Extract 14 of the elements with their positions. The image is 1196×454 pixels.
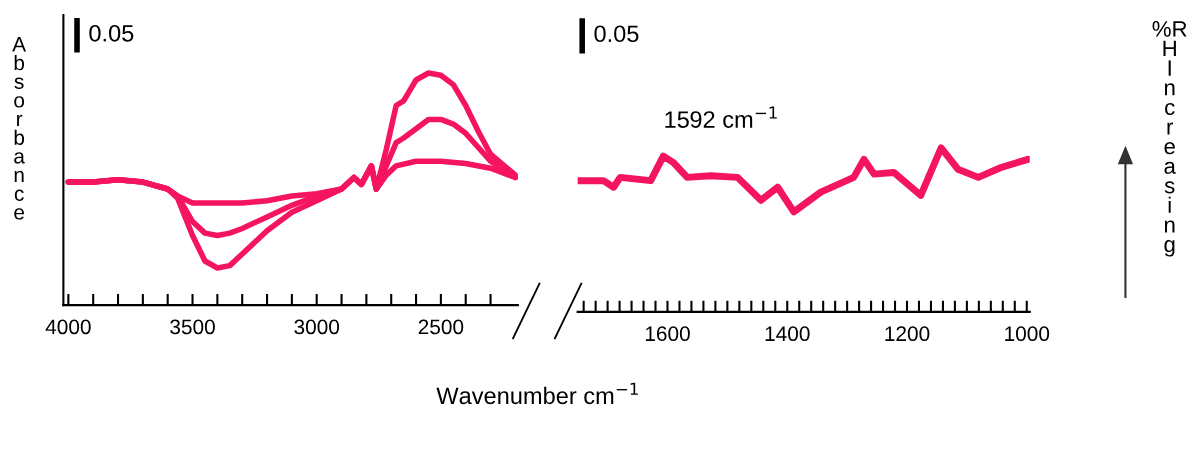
text: 0.05 xyxy=(594,25,639,43)
x-tick-label: 3000 xyxy=(294,319,340,335)
text: Absorbance xyxy=(12,37,27,220)
x-tick-label: 1400 xyxy=(765,326,810,342)
x-tick-label: 1200 xyxy=(885,326,930,342)
text: 0.05 xyxy=(89,24,134,42)
x-tick-label: 4000 xyxy=(45,319,91,335)
x-tick-label: 1000 xyxy=(1005,326,1050,342)
x-tick-label: 2500 xyxy=(418,319,464,335)
text: 1592 cm$^{−1}$ xyxy=(665,106,777,128)
x-tick-label: 3500 xyxy=(170,319,215,335)
text: %RH Increasing xyxy=(1152,21,1187,257)
x-axis-title: Wavenumber cm$^{−1}$ xyxy=(436,382,638,405)
x-tick-label: 1600 xyxy=(645,326,690,342)
